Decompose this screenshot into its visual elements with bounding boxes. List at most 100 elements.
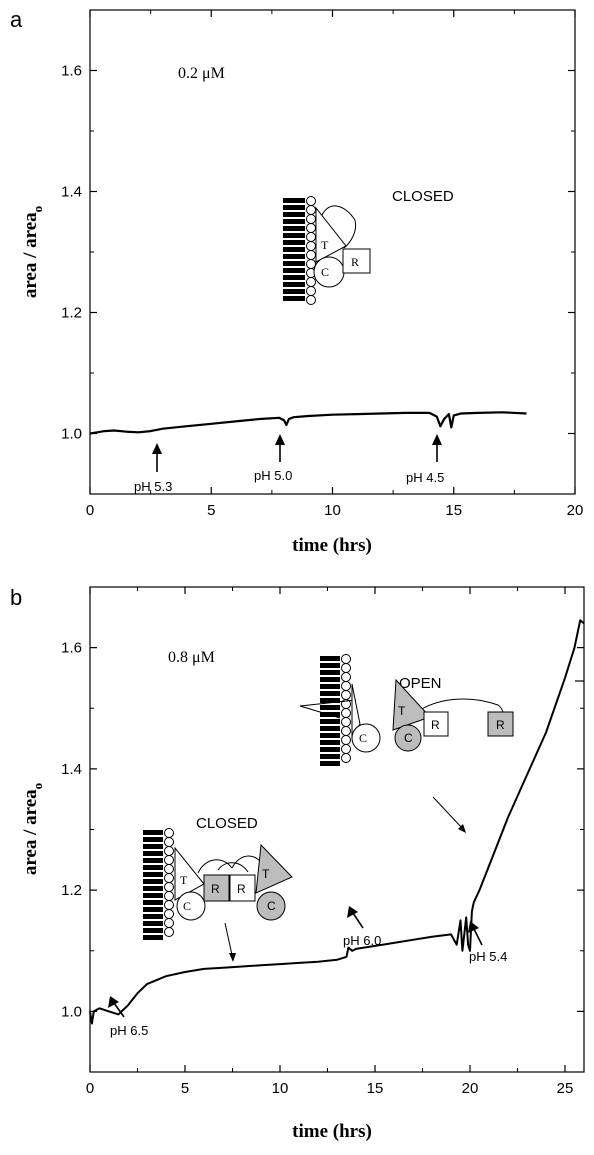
panel-b-pointer-closed bbox=[224, 922, 236, 962]
arrow-icon bbox=[113, 1002, 125, 1018]
panel-b: b 0 5 10 15 20 25 1.0 1.2 1.4 1.6 0.8 μM OPEN CL… bbox=[10, 585, 585, 1142]
panel-a-x-axis-label: time (hrs) bbox=[292, 535, 372, 556]
arrow-icon bbox=[352, 912, 364, 929]
domain-linkers bbox=[197, 855, 265, 874]
panel-b-state-open: OPEN bbox=[399, 675, 442, 692]
panel-a-y-tick-label: 1.0 bbox=[61, 426, 82, 443]
panel-a-y-ticks: 1.0 1.2 1.4 1.6 bbox=[61, 63, 575, 443]
panel-a-label: a bbox=[10, 7, 23, 32]
panel-a-annotation-text: pH 5.3 bbox=[134, 479, 172, 494]
panel-b-label: b bbox=[10, 585, 22, 610]
panel-b-pointer-open bbox=[432, 796, 466, 833]
membrane-bars bbox=[320, 656, 340, 766]
domain-t-gray bbox=[255, 843, 293, 894]
domain-label: C bbox=[321, 265, 329, 279]
panel-b-annotation-ph54: pH 5.4 bbox=[468, 921, 507, 964]
domain-label: C bbox=[183, 899, 191, 913]
domain-label: C bbox=[359, 731, 367, 745]
arrowhead-icon bbox=[347, 906, 358, 918]
panel-b-y-tick-label: 1.0 bbox=[61, 1003, 82, 1020]
domain-label: R bbox=[431, 718, 440, 732]
panel-a-annotation-ph50: pH 5.0 bbox=[254, 434, 292, 483]
panel-b-data-line bbox=[89, 619, 585, 1025]
domain-label: R bbox=[496, 718, 505, 732]
panel-b-closed-diagram: T C R R T C bbox=[143, 828, 293, 940]
panel-a-x-ticks: 0 5 10 15 20 bbox=[86, 10, 584, 519]
panel-a-y-tick-label: 1.6 bbox=[61, 63, 82, 80]
panel-a-membrane-diagram: T C R bbox=[283, 196, 371, 305]
panel-b-y-tick-label: 1.4 bbox=[61, 761, 82, 778]
panel-a-annotation-text: pH 5.0 bbox=[254, 468, 292, 483]
domain-c-gray bbox=[394, 724, 422, 752]
panel-a-y-tick-label: 1.2 bbox=[61, 305, 82, 322]
membrane-bars bbox=[283, 198, 305, 301]
panel-a: a 0 5 10 15 20 1.0 1.2 1.4 1.6 0.2 μM CLOSED pH… bbox=[10, 7, 583, 556]
domain-label: R bbox=[237, 882, 246, 896]
panel-b-y-tick-label: 1.2 bbox=[61, 882, 82, 899]
panel-a-x-tick-label: 10 bbox=[324, 502, 341, 519]
domain-label: T bbox=[180, 873, 188, 887]
panel-b-x-tick-label: 15 bbox=[367, 1080, 384, 1097]
panel-a-x-tick-label: 15 bbox=[445, 502, 462, 519]
domain-label: T bbox=[398, 704, 406, 718]
panel-a-concentration: 0.2 μM bbox=[178, 65, 225, 82]
domain-r bbox=[342, 248, 371, 274]
arrowhead-icon bbox=[468, 921, 479, 933]
lipid-heads bbox=[164, 828, 174, 937]
panel-b-x-tick-label: 10 bbox=[272, 1080, 289, 1097]
arrowhead-icon bbox=[229, 953, 236, 962]
arrowhead-icon bbox=[432, 434, 442, 445]
domain-r-gray bbox=[203, 874, 230, 902]
domain-c-white bbox=[176, 891, 206, 921]
arrowhead-icon bbox=[108, 996, 119, 1008]
panel-b-x-tick-label: 0 bbox=[86, 1080, 94, 1097]
domain-c-white bbox=[351, 723, 381, 753]
panel-a-annotation-ph53: pH 5.3 bbox=[134, 443, 172, 494]
panel-a-y-tick-label: 1.4 bbox=[61, 184, 82, 201]
domain-r-white bbox=[229, 874, 256, 902]
domain-label: C bbox=[404, 731, 413, 745]
domain-label: R bbox=[211, 882, 220, 896]
panel-a-y-axis-label: area / areao bbox=[20, 206, 45, 298]
panel-b-y-tick-label: 1.6 bbox=[61, 640, 82, 657]
membrane-bars bbox=[143, 830, 163, 940]
domain-label: T bbox=[262, 867, 270, 881]
panel-b-annotation-text: pH 5.4 bbox=[469, 949, 507, 964]
panel-b-annotation-ph60: pH 6.0 bbox=[343, 906, 381, 948]
panel-b-state-closed: CLOSED bbox=[196, 815, 258, 832]
panel-b-x-axis-label: time (hrs) bbox=[292, 1121, 372, 1142]
arrowhead-icon bbox=[152, 443, 162, 454]
panel-b-annotation-ph65: pH 6.5 bbox=[108, 996, 148, 1038]
panel-b-open-diagram: C T C R R bbox=[299, 654, 514, 766]
panel-b-x-tick-label: 20 bbox=[462, 1080, 479, 1097]
panel-a-x-tick-label: 20 bbox=[567, 502, 584, 519]
domain-c-gray bbox=[256, 891, 286, 921]
panel-a-annotation-ph45: pH 4.5 bbox=[406, 434, 444, 485]
panel-b-y-axis-label: area / areao bbox=[20, 783, 45, 875]
panel-a-state-label: CLOSED bbox=[392, 188, 454, 205]
domain-t bbox=[315, 206, 347, 263]
panel-b-x-tick-label: 25 bbox=[557, 1080, 574, 1097]
panel-a-data-line bbox=[89, 411, 527, 435]
panel-b-x-tick-label: 5 bbox=[181, 1080, 189, 1097]
domain-t-gray bbox=[392, 678, 431, 731]
domain-r-gray bbox=[487, 711, 514, 737]
domain-r-white bbox=[423, 711, 449, 737]
lipid-heads bbox=[306, 196, 316, 305]
arrow-icon bbox=[473, 928, 483, 946]
panel-b-y-ticks: 1.0 1.2 1.4 1.6 bbox=[61, 640, 584, 1020]
domain-label: C bbox=[267, 899, 276, 913]
panel-a-x-tick-label: 5 bbox=[207, 502, 215, 519]
panel-b-concentration: 0.8 μM bbox=[168, 649, 215, 666]
domain-linker bbox=[321, 205, 357, 249]
domain-label: T bbox=[321, 238, 329, 252]
lipid-heads bbox=[341, 654, 351, 763]
panel-a-annotation-text: pH 4.5 bbox=[406, 470, 444, 485]
arrowhead-icon bbox=[275, 434, 285, 445]
panel-a-x-tick-label: 0 bbox=[86, 502, 94, 519]
arrowhead-icon bbox=[458, 824, 466, 833]
panel-b-annotation-text: pH 6.0 bbox=[343, 933, 381, 948]
panel-b-x-ticks: 0 5 10 15 20 25 bbox=[86, 587, 574, 1097]
domain-label: R bbox=[351, 255, 359, 269]
